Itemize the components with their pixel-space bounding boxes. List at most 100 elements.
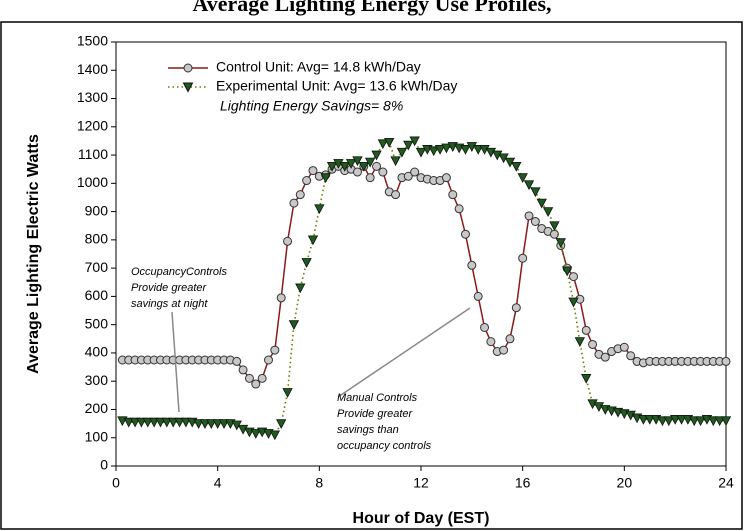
chart-title: Average Lighting Energy Use Profiles, — [192, 0, 551, 16]
marker — [505, 334, 515, 344]
legend-label: Control Unit: Avg= 14.8 kWh/Day — [216, 59, 421, 75]
marker — [454, 204, 464, 214]
marker — [352, 156, 363, 167]
marker — [720, 416, 732, 427]
marker — [663, 416, 674, 427]
marker — [530, 216, 540, 226]
marker — [129, 417, 141, 428]
marker — [301, 258, 312, 268]
marker — [326, 161, 338, 172]
y-tick-label: 1000 — [77, 174, 108, 190]
annotation-line: Provide greater — [131, 282, 208, 294]
annotation-line: savings than — [337, 424, 399, 436]
legend-label: Experimental Unit: Avg= 13.6 kWh/Day — [216, 78, 457, 94]
marker — [676, 414, 687, 425]
marker — [415, 147, 427, 158]
marker — [403, 140, 414, 151]
x-tick-label: 20 — [617, 475, 633, 491]
y-tick-label: 300 — [85, 372, 109, 388]
marker — [276, 419, 287, 429]
marker — [434, 145, 446, 155]
x-tick-label: 16 — [515, 475, 531, 491]
marker — [276, 293, 286, 303]
y-tick-label: 400 — [85, 344, 109, 360]
marker — [574, 337, 586, 347]
series — [117, 161, 731, 389]
marker — [524, 211, 534, 221]
marker — [155, 417, 166, 428]
x-axis-label: Hour of Day (EST) — [353, 510, 490, 527]
marker — [403, 171, 413, 181]
marker — [581, 325, 591, 335]
marker — [365, 173, 375, 183]
x-tick-label: 0 — [112, 475, 120, 491]
marker — [409, 136, 420, 147]
y-tick-label: 200 — [85, 400, 109, 416]
y-tick-label: 700 — [85, 259, 109, 275]
marker — [142, 417, 153, 428]
frame — [0, 21, 743, 530]
marker — [302, 176, 312, 186]
marker — [372, 161, 382, 171]
marker — [499, 345, 509, 355]
marker — [289, 198, 299, 208]
marker — [358, 161, 369, 172]
marker — [619, 342, 629, 352]
marker — [251, 379, 261, 389]
annotation-leader — [337, 307, 471, 398]
marker — [193, 419, 204, 429]
marker — [486, 337, 496, 347]
marker — [568, 297, 579, 308]
marker — [467, 260, 477, 270]
y-tick-label: 900 — [85, 202, 109, 218]
marker — [250, 429, 261, 439]
marker — [390, 156, 401, 167]
marker — [384, 137, 395, 148]
marker — [161, 417, 172, 428]
marker — [600, 352, 610, 362]
marker — [168, 417, 179, 428]
marker — [257, 373, 267, 383]
marker — [460, 145, 471, 155]
marker — [428, 146, 439, 157]
marker — [689, 416, 700, 427]
legend-marker — [182, 82, 194, 93]
marker — [180, 417, 192, 428]
y-tick-label: 1300 — [77, 89, 108, 105]
y-tick-label: 1200 — [77, 118, 108, 134]
marker — [244, 373, 254, 383]
marker — [581, 373, 592, 384]
marker — [708, 416, 719, 427]
marker — [638, 414, 649, 425]
marker — [295, 283, 306, 294]
marker — [371, 150, 382, 161]
marker — [448, 190, 458, 200]
legend-marker — [183, 63, 193, 73]
marker — [536, 198, 547, 209]
marker — [206, 419, 217, 429]
annotation-line: Manual Controls — [337, 392, 418, 404]
annotation-line: OccupancyControls — [131, 266, 227, 278]
y-tick-label: 1100 — [78, 146, 108, 162]
y-tick-label: 1500 — [77, 33, 108, 49]
series — [117, 136, 732, 441]
marker — [378, 167, 388, 177]
marker — [288, 320, 300, 331]
marker — [644, 414, 655, 425]
marker — [365, 157, 376, 168]
x-tick-label: 24 — [718, 475, 734, 491]
marker — [269, 430, 281, 441]
annotation-leader — [171, 311, 180, 413]
marker — [721, 356, 731, 366]
x-tick-label: 12 — [413, 475, 429, 491]
annotation-line: savings at night — [131, 298, 208, 310]
marker — [695, 416, 706, 427]
marker — [511, 303, 521, 313]
marker — [555, 238, 566, 249]
marker — [282, 388, 293, 398]
marker — [295, 190, 305, 200]
marker — [518, 253, 528, 263]
y-tick-label: 600 — [85, 287, 109, 303]
marker — [517, 173, 528, 184]
